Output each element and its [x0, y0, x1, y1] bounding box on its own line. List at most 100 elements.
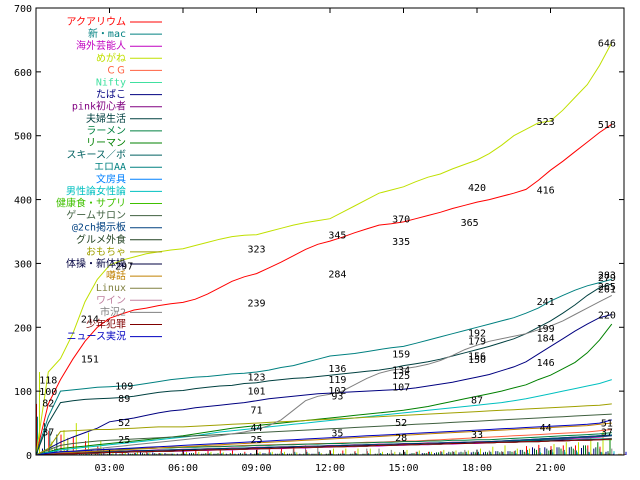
activity-bar	[331, 453, 333, 455]
activity-bar	[406, 449, 408, 455]
activity-bar	[458, 452, 460, 455]
activity-bar	[613, 453, 615, 455]
activity-bar	[576, 452, 578, 455]
activity-bar	[344, 453, 345, 455]
legend-label: エロAA	[94, 162, 126, 173]
activity-bar	[415, 453, 417, 455]
activity-bar	[217, 453, 219, 455]
activity-bar	[220, 453, 222, 455]
activity-bar	[345, 448, 347, 455]
activity-bar	[354, 451, 355, 455]
activity-bar	[418, 450, 420, 455]
value-label: 261	[598, 284, 616, 295]
value-label: 279	[598, 273, 616, 284]
activity-bar	[168, 453, 170, 455]
activity-bar	[415, 451, 417, 455]
value-label: 420	[468, 183, 486, 194]
activity-bar	[341, 453, 343, 455]
legend-label: ＣＧ	[106, 65, 126, 76]
activity-bar	[191, 453, 192, 455]
activity-bar	[295, 453, 296, 455]
activity-bar	[378, 448, 380, 455]
activity-bar	[488, 450, 490, 455]
activity-bar	[448, 451, 450, 455]
value-label: 123	[247, 373, 265, 384]
activity-bar	[467, 450, 469, 455]
legend-label: @2ch掲示板	[72, 221, 126, 234]
activity-bar	[556, 447, 558, 455]
activity-bar	[541, 453, 543, 455]
activity-bar	[611, 448, 613, 455]
activity-bar	[357, 448, 359, 455]
activity-bar	[235, 453, 236, 455]
activity-bar	[333, 448, 334, 455]
activity-bar	[560, 448, 562, 455]
activity-bar	[60, 453, 61, 455]
activity-bar	[287, 453, 288, 455]
activity-bar	[570, 446, 572, 455]
activity-bar	[421, 453, 423, 455]
activity-bar	[405, 453, 407, 455]
y-tick-label: 600	[14, 68, 32, 79]
activity-bar	[454, 453, 456, 455]
series-line	[35, 413, 612, 456]
activity-bar	[320, 453, 322, 455]
value-label: 134	[392, 365, 410, 376]
activity-bar	[170, 453, 172, 455]
activity-bar	[429, 451, 430, 455]
value-label: 52	[118, 418, 130, 429]
activity-bar	[526, 446, 527, 455]
activity-bar	[427, 453, 429, 455]
activity-bar	[315, 453, 317, 455]
activity-bar	[404, 451, 406, 455]
activity-bar	[434, 453, 435, 455]
activity-bar	[145, 453, 147, 455]
activity-bar	[605, 451, 607, 455]
activity-bar	[548, 450, 550, 455]
activity-bar	[208, 453, 210, 455]
activity-bar	[67, 437, 69, 455]
activity-bar	[88, 453, 90, 455]
activity-bar	[438, 452, 439, 455]
activity-bar	[503, 453, 505, 455]
activity-bar	[195, 449, 197, 455]
activity-bar	[380, 453, 382, 455]
activity-bar	[158, 453, 159, 455]
activity-bar	[576, 450, 577, 455]
series-line	[35, 422, 612, 456]
value-label: 150	[468, 355, 486, 366]
series-line	[35, 379, 612, 456]
activity-bar	[613, 451, 615, 455]
activity-bar	[203, 453, 205, 455]
activity-bar	[149, 453, 151, 455]
activity-bar	[416, 451, 418, 455]
activity-bar	[589, 452, 590, 455]
y-tick-label: 400	[14, 196, 32, 207]
activity-bar	[219, 448, 221, 455]
legend-label: ゲームサロン	[66, 210, 126, 222]
value-label: 284	[328, 270, 346, 281]
activity-bar	[48, 430, 50, 455]
value-label: 146	[537, 358, 555, 369]
series-line	[35, 403, 612, 456]
activity-bar	[429, 453, 431, 455]
activity-bar	[307, 453, 309, 455]
y-tick-label: 500	[14, 132, 32, 143]
activity-bar	[262, 453, 264, 455]
value-label: 156	[468, 351, 486, 362]
activity-bar	[455, 450, 457, 455]
value-label: 118	[39, 376, 57, 387]
activity-bar	[487, 452, 488, 455]
value-label: 184	[537, 334, 555, 345]
activity-bar	[483, 452, 484, 455]
value-label: 159	[392, 350, 410, 361]
value-label: 82	[42, 399, 54, 410]
activity-bar	[245, 453, 247, 455]
legend-label: おもちゃ	[86, 246, 126, 258]
activity-bar	[37, 416, 38, 455]
activity-bar	[583, 445, 584, 455]
activity-bar	[308, 453, 310, 455]
activity-bar	[144, 453, 145, 455]
activity-bar	[264, 453, 266, 455]
